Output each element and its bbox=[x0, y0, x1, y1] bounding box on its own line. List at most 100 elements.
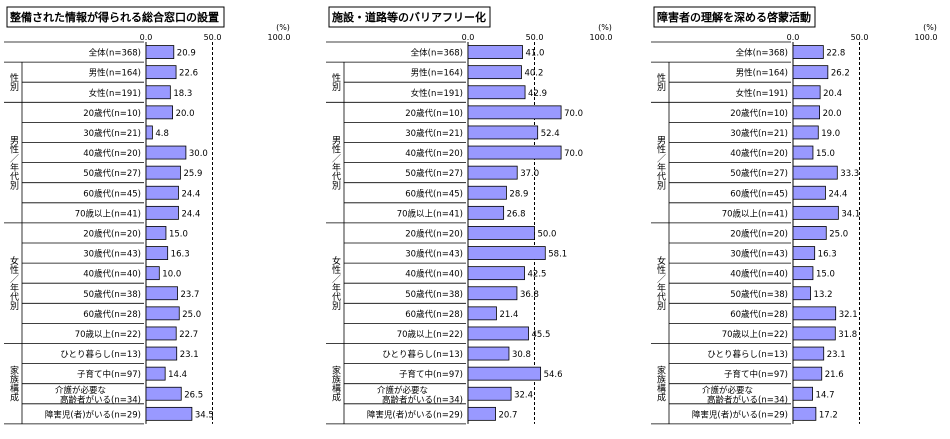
bar bbox=[467, 165, 518, 180]
category-label: 50歳代(n=27) bbox=[405, 168, 463, 179]
bar bbox=[467, 366, 542, 381]
category-label: 女性(n=191) bbox=[89, 88, 141, 99]
bar bbox=[467, 65, 522, 80]
bar bbox=[467, 85, 526, 100]
bar bbox=[467, 105, 562, 120]
bar bbox=[145, 406, 193, 421]
category-label: 70歳以上(n=41) bbox=[722, 208, 788, 219]
chart-panel-2: 施設・道路等のバリアフリー化 (%) 0.0 50.0 100.0 性別男性／年代別女性／… bbox=[326, 6, 612, 425]
value-label: 21.6 bbox=[825, 370, 844, 380]
value-label: 25.9 bbox=[183, 169, 202, 179]
value-label: 70.0 bbox=[564, 109, 583, 119]
bar bbox=[792, 145, 814, 160]
value-label: 58.1 bbox=[548, 250, 567, 260]
value-label: 19.0 bbox=[821, 129, 840, 139]
category-label: 30歳代(n=43) bbox=[730, 249, 788, 260]
category-label: 介護が必要な bbox=[377, 385, 428, 396]
category-label: 40歳代(n=20) bbox=[730, 148, 788, 159]
category-label: 70歳以上(n=22) bbox=[75, 329, 141, 340]
bar bbox=[145, 65, 177, 80]
category-label: 50歳代(n=27) bbox=[730, 168, 788, 179]
value-label: 25.0 bbox=[182, 310, 201, 320]
value-label: 31.8 bbox=[838, 330, 857, 340]
category-label: 20歳代(n=20) bbox=[83, 228, 141, 239]
category-label: 30歳代(n=21) bbox=[405, 128, 463, 139]
value-label: 42.5 bbox=[528, 270, 547, 280]
category-label: 70歳以上(n=22) bbox=[397, 329, 463, 340]
group-label: 性別 bbox=[330, 72, 341, 92]
category-label: 障害児(者)がいる(n=29) bbox=[692, 409, 788, 420]
category-label: 70歳以上(n=22) bbox=[722, 329, 788, 340]
value-label: 22.8 bbox=[826, 49, 845, 59]
bar bbox=[145, 386, 182, 401]
category-label: 50歳代(n=38) bbox=[405, 289, 463, 300]
tick-label: 50.0 bbox=[851, 33, 869, 42]
category-label: 30歳代(n=21) bbox=[83, 128, 141, 139]
bar bbox=[145, 45, 175, 59]
category-label: 50歳代(n=38) bbox=[83, 289, 141, 300]
bar bbox=[145, 105, 174, 120]
value-label: 23.7 bbox=[181, 290, 200, 300]
bar bbox=[467, 326, 529, 341]
unit-label: (%) bbox=[923, 23, 937, 32]
category-label: 60歳代(n=28) bbox=[83, 309, 141, 320]
category-label: 30歳代(n=43) bbox=[405, 249, 463, 260]
value-label: 30.0 bbox=[189, 149, 208, 159]
bar bbox=[467, 306, 497, 321]
unit-label: (%) bbox=[598, 23, 612, 32]
chart-title: 施設・道路等のバリアフリー化 bbox=[332, 10, 486, 24]
group-label: 女性／年代別 bbox=[330, 255, 341, 311]
bar bbox=[467, 346, 510, 361]
category-label: 女性(n=191) bbox=[411, 88, 463, 99]
category-label: 全体(n=368) bbox=[89, 48, 141, 59]
bar bbox=[792, 85, 821, 100]
category-label: ひとり暮らし(n=13) bbox=[707, 349, 788, 360]
group-label: 女性／年代別 bbox=[655, 255, 666, 311]
value-label: 23.1 bbox=[180, 350, 199, 360]
value-label: 40.2 bbox=[524, 69, 543, 79]
category-label: 男性(n=164) bbox=[411, 68, 463, 79]
value-label: 26.5 bbox=[184, 390, 203, 400]
bar bbox=[792, 246, 816, 260]
bar bbox=[792, 125, 819, 140]
bar bbox=[145, 326, 177, 341]
value-label: 15.0 bbox=[816, 149, 835, 159]
group-label: 男性／年代別 bbox=[8, 136, 19, 191]
category-label: 女性(n=191) bbox=[736, 88, 788, 99]
bar bbox=[467, 125, 539, 140]
bar bbox=[792, 306, 837, 321]
value-label: 23.1 bbox=[827, 350, 846, 360]
value-label: 52.4 bbox=[541, 129, 560, 139]
group-label: 家族構成 bbox=[330, 365, 341, 403]
bar bbox=[145, 246, 169, 260]
category-label: 60歳代(n=45) bbox=[405, 188, 463, 199]
group-label: 性別 bbox=[8, 72, 19, 92]
bar bbox=[145, 346, 178, 361]
tick-label: 0.0 bbox=[787, 33, 800, 42]
bar bbox=[792, 386, 813, 401]
bar bbox=[467, 406, 496, 421]
value-label: 32.1 bbox=[839, 310, 858, 320]
tick-label: 100.0 bbox=[268, 33, 291, 42]
category-label: 30歳代(n=21) bbox=[730, 128, 788, 139]
value-label: 14.4 bbox=[168, 370, 187, 380]
bar bbox=[792, 45, 824, 59]
category-label: 全体(n=368) bbox=[736, 48, 788, 59]
value-label: 32.4 bbox=[514, 390, 533, 400]
category-label: 全体(n=368) bbox=[411, 48, 463, 59]
value-label: 45.5 bbox=[532, 330, 551, 340]
category-label: 20歳代(n=10) bbox=[83, 108, 141, 119]
value-label: 30.8 bbox=[512, 350, 531, 360]
value-label: 20.7 bbox=[499, 410, 518, 420]
category-label: 高齢者がいる(n=34) bbox=[707, 394, 788, 405]
bar bbox=[145, 226, 167, 240]
bar bbox=[145, 165, 181, 180]
bar bbox=[467, 205, 505, 220]
bar bbox=[792, 406, 817, 421]
chart-panel-3: 障害者の理解を深める啓蒙活動 (%) 0.0 50.0 100.0 性別男性／年代別女性／… bbox=[651, 6, 937, 425]
bar bbox=[145, 306, 180, 321]
bar bbox=[145, 185, 179, 200]
bar bbox=[467, 226, 535, 240]
value-label: 24.4 bbox=[828, 189, 847, 199]
value-label: 26.2 bbox=[831, 69, 850, 79]
